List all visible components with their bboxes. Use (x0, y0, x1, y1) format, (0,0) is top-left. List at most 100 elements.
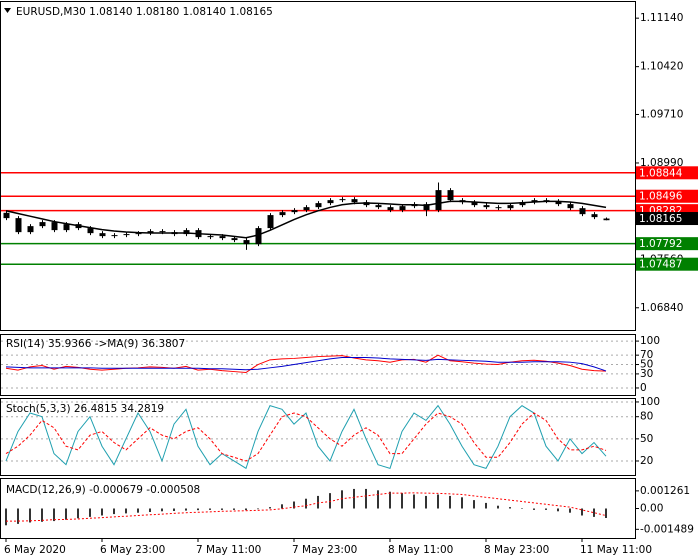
y-tick-label: 1.08990 (640, 157, 683, 169)
candle-body (471, 202, 478, 206)
candle-body (279, 212, 286, 216)
candle-body (531, 200, 538, 203)
candle-body (591, 214, 598, 218)
macd-bar (77, 508, 79, 519)
level-label: 1.07792 (639, 238, 682, 250)
macd-bar (605, 508, 607, 518)
macd-bar (185, 508, 187, 511)
candle-body (147, 231, 154, 234)
candle-body (135, 233, 142, 235)
indicator-line (5, 404, 607, 470)
macd-bar (197, 508, 199, 511)
candle-body (387, 207, 394, 211)
level-label: 1.07487 (639, 259, 682, 271)
macd-title: MACD(12,26,9) -0.000679 -0.000508 (6, 484, 200, 496)
macd-bar (233, 508, 235, 510)
macd-bar (485, 502, 487, 509)
indicator-line (5, 412, 607, 462)
current-price-label: 1.08165 (639, 213, 682, 225)
candle-body (267, 215, 274, 229)
y-tick-label: 1.11140 (640, 12, 683, 24)
candle-body (483, 205, 490, 208)
candle-body (87, 228, 94, 234)
level-label-box (636, 237, 698, 251)
macd-bar (89, 508, 91, 517)
macd-bar (497, 505, 499, 509)
candle-body (423, 204, 430, 211)
y-tick-label: 0 (640, 382, 647, 394)
macd-bar (533, 508, 535, 510)
candle-body (339, 199, 346, 201)
x-tick-label: 7 May 23:00 (292, 544, 357, 556)
candle-body (375, 205, 382, 208)
macd-bar (449, 495, 451, 509)
level-label: 1.08844 (639, 167, 683, 179)
chart-title: EURUSD,M30 1.08140 1.08180 1.08140 1.081… (16, 6, 273, 18)
macd-bar (341, 490, 343, 509)
indicator-line (5, 357, 607, 372)
candle-body (555, 201, 562, 205)
macd-bar (257, 508, 259, 510)
candle-body (183, 230, 190, 235)
macd-bar (125, 508, 127, 514)
y-tick-label: 100 (640, 396, 660, 408)
candle-body (291, 210, 298, 213)
candle-body (303, 207, 310, 211)
macd-bar (569, 508, 571, 513)
y-tick-label: 50 (640, 433, 653, 445)
macd-bar (557, 508, 559, 512)
macd-bar (365, 488, 367, 509)
macd-bar (281, 504, 283, 509)
macd-bar (581, 508, 583, 516)
candle-body (351, 199, 358, 203)
macd-bar (65, 508, 67, 520)
macd-bar (137, 508, 139, 513)
candle-body (99, 233, 106, 237)
candle-body (219, 236, 226, 239)
macd-bar (41, 508, 43, 522)
macd-bar (473, 500, 475, 509)
macd-bar (245, 508, 247, 511)
stoch-title: Stoch(5,3,3) 26.4815 34.2819 (6, 403, 164, 415)
y-tick-label: -0.001489 (640, 523, 694, 535)
candle-body (123, 234, 130, 236)
candle-body (447, 190, 454, 201)
candle-body (507, 205, 514, 209)
y-tick-label: 1.06840 (640, 302, 683, 314)
menu-arrow[interactable] (4, 8, 11, 13)
x-tick-label: 7 May 11:00 (196, 544, 261, 556)
candle-body (519, 202, 526, 206)
y-tick-label: 1.10420 (640, 61, 683, 73)
macd-bar (29, 508, 31, 523)
macd-bar (221, 508, 223, 510)
level-label-box (636, 166, 698, 180)
candle-body (579, 208, 586, 215)
y-tick-label: 50 (640, 359, 653, 371)
level-label-box (636, 257, 698, 271)
stoch-panel (0, 398, 636, 476)
macd-bar (329, 493, 331, 509)
candle-body (327, 200, 334, 204)
macd-bar (413, 494, 415, 509)
macd-bar (353, 488, 355, 509)
y-tick-label: 20 (640, 455, 653, 467)
macd-bar (437, 494, 439, 509)
y-tick-label: 70 (640, 349, 653, 361)
x-tick-label: 6 May 23:00 (100, 544, 165, 556)
macd-bar (521, 508, 523, 509)
candle-body (3, 212, 10, 219)
macd-signal (6, 492, 607, 522)
macd-bar (173, 508, 175, 512)
candle-body (15, 218, 22, 233)
macd-bar (269, 507, 271, 509)
macd-bar (293, 501, 295, 509)
macd-bar (149, 508, 151, 512)
macd-bar (53, 508, 55, 522)
candle-body (63, 224, 70, 231)
macd-bar (377, 490, 379, 509)
candle-body (603, 218, 610, 221)
y-tick-label: 80 (640, 411, 653, 423)
